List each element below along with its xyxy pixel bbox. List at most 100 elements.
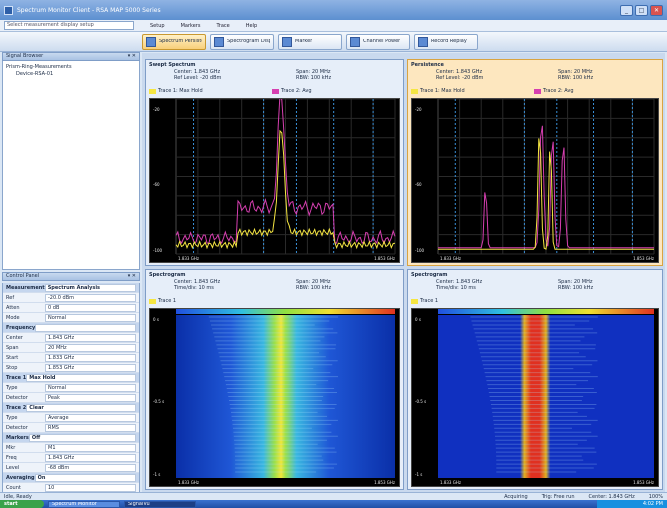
span-readout: Span: 20 MHz	[558, 69, 593, 75]
control-row: Trace 2 Clear	[3, 403, 139, 413]
spectrogram-icon	[214, 36, 224, 47]
rbw-readout: RBW: 100 kHz	[558, 285, 594, 291]
control-row: Mkr M1	[3, 443, 139, 453]
control-row: Type Average	[3, 413, 139, 423]
control-value[interactable]: -20.0 dBm	[45, 293, 136, 302]
spectrogram-plot[interactable]: 0 s -0.5 s -1 s 1.833 GHz 1.853 GHz	[149, 308, 400, 487]
status-center: Center: 1.843 GHz	[588, 493, 635, 500]
spectrogram-button[interactable]: Spectrogram Display	[210, 33, 274, 50]
spectrum-plot[interactable]: -20 -60 -100 1.833 GHz 1.853 GHz	[411, 98, 659, 263]
y-axis-label: -20	[153, 107, 160, 112]
span-readout: Span: 20 MHz	[296, 69, 331, 75]
menu-setup[interactable]: Setup	[150, 22, 165, 29]
control-label: Type	[6, 414, 18, 421]
control-value[interactable]: Normal	[45, 313, 136, 322]
panel-title: Spectrogram	[411, 272, 448, 278]
menu-markers[interactable]: Markers	[180, 22, 201, 29]
measurement-panel[interactable]: Spectrogram Center: 1.843 GHz Time/div: 10…	[145, 269, 404, 490]
menu-help[interactable]: Help	[245, 22, 258, 29]
measurement-panel[interactable]: Swept Spectrum Center: 1.843 GHz Ref Level…	[145, 59, 404, 266]
control-row: Trace 1 Max Hold	[3, 373, 139, 383]
measurement-panel[interactable]: Spectrogram Center: 1.843 GHz Time/div: 10…	[407, 269, 663, 490]
panel-readout: Span: 20 MHz RBW: 100 kHz	[296, 69, 331, 81]
color-scale-bar	[438, 309, 654, 314]
control-value[interactable]: 1.853 GHz	[45, 363, 136, 372]
spectrogram-heatmap	[438, 315, 654, 478]
control-value[interactable]: Average	[45, 413, 136, 422]
channel-power-button[interactable]: Channel Power	[346, 33, 410, 50]
freq-stop-label: 1.853 GHz	[374, 256, 395, 261]
taskbar-item-signalvu[interactable]: SignalVu	[124, 500, 196, 508]
minimize-button[interactable]: _	[620, 4, 633, 16]
control-label: Trace 1	[6, 374, 27, 381]
control-value[interactable]: 10	[45, 483, 136, 492]
control-value[interactable]: 1.833 GHz	[45, 353, 136, 362]
control-row: Averaging On	[3, 473, 139, 483]
taskbar-item-monitor[interactable]: Spectrum Monitor	[48, 500, 120, 508]
spectrum-persistence-button[interactable]: Spectrum Persistence	[142, 33, 206, 50]
control-value[interactable]: Max Hold	[26, 373, 136, 382]
control-value[interactable]: Off	[28, 433, 136, 442]
channel-power-icon	[350, 36, 360, 47]
control-value[interactable]: 1.843 GHz	[45, 333, 136, 342]
rbw-readout: RBW: 100 kHz	[296, 285, 332, 291]
control-row: Measurement Spectrum Analysis	[3, 283, 139, 293]
control-value[interactable]: M1	[45, 443, 136, 452]
panel-title: Persistence	[411, 62, 444, 68]
legend-trace1: Trace 1	[411, 298, 438, 304]
trace2-swatch	[272, 88, 279, 94]
control-value[interactable]: Clear	[26, 403, 136, 412]
close-button[interactable]: ✕	[650, 4, 663, 16]
tree-node-device[interactable]: Device-RSA-01	[16, 71, 54, 77]
window-controls: _ □ ✕	[620, 4, 663, 16]
control-value[interactable]: 20 MHz	[45, 343, 136, 352]
spectrogram-plot[interactable]: 0 s -0.5 s -1 s 1.833 GHz 1.853 GHz	[411, 308, 659, 487]
control-row: Detector Peak	[3, 393, 139, 403]
control-value[interactable]: 1.843 GHz	[45, 453, 136, 462]
control-value[interactable]: Spectrum Analysis	[44, 283, 136, 292]
pin-icon[interactable]: ▾ ✕	[127, 273, 136, 279]
rbw-readout: RBW: 100 kHz	[296, 75, 332, 81]
trace1-swatch	[411, 88, 418, 94]
span-readout: Span: 20 MHz	[296, 279, 331, 285]
record-replay-button[interactable]: Record Replay	[414, 33, 478, 50]
setup-search-field[interactable]: Select measurement display setup	[4, 21, 134, 30]
spectrum-svg	[175, 99, 396, 255]
title-bar: Spectrum Monitor Client - RSA MAP 5000 S…	[0, 0, 667, 20]
freq-stop-label: 1.853 GHz	[633, 256, 654, 261]
control-value[interactable]: On	[34, 473, 136, 482]
freq-stop-label: 1.853 GHz	[633, 480, 654, 485]
control-value[interactable]: 0 dB	[45, 303, 136, 312]
panel-header: Spectrogram Center: 1.843 GHz Time/div: 10…	[408, 270, 662, 306]
control-value[interactable]	[35, 323, 136, 332]
system-clock: 4:02 PM	[597, 500, 667, 508]
marker-button[interactable]: Marker	[278, 33, 342, 50]
menu-trace[interactable]: Trace	[216, 22, 230, 29]
panel-readout: Center: 1.843 GHz Ref Level: -20 dBm	[174, 69, 221, 81]
control-value[interactable]: Normal	[45, 383, 136, 392]
spectrum-plot[interactable]: -20 -60 -100 1.833 GHz 1.853 GHz	[149, 98, 400, 263]
start-button[interactable]: start	[0, 500, 44, 508]
tree-node-root[interactable]: Prism-Ring-Measurements	[6, 64, 72, 70]
control-row: Level -68 dBm	[3, 463, 139, 473]
panel-readout: Center: 1.843 GHz Time/div: 10 ms	[174, 279, 220, 291]
control-label: Level	[6, 464, 20, 471]
measurement-area: Swept Spectrum Center: 1.843 GHz Ref Level…	[142, 53, 665, 492]
control-label: Mode	[6, 314, 20, 321]
y-axis-label: -20	[415, 107, 422, 112]
legend-trace1: Trace 1: Max Hold	[411, 88, 465, 94]
pin-icon[interactable]: ▾ ✕	[127, 53, 136, 59]
control-label: Stop	[6, 364, 18, 371]
measurement-panel[interactable]: Persistence Center: 1.843 GHz Ref Level: -…	[407, 59, 663, 266]
signal-browser-header: Signal Browser ▾ ✕	[2, 52, 140, 61]
control-row: Freq 1.843 GHz	[3, 453, 139, 463]
control-label: Type	[6, 384, 18, 391]
control-value[interactable]: -68 dBm	[45, 463, 136, 472]
control-row: Frequency	[3, 323, 139, 333]
panel-readout: Center: 1.843 GHz Ref Level: -20 dBm	[436, 69, 483, 81]
control-value[interactable]: RMS	[45, 423, 136, 432]
maximize-button[interactable]: □	[635, 4, 648, 16]
toolbar: Spectrum Persistence Spectrogram Display…	[0, 32, 667, 52]
control-value[interactable]: Peak	[45, 393, 136, 402]
control-label: Span	[6, 344, 19, 351]
